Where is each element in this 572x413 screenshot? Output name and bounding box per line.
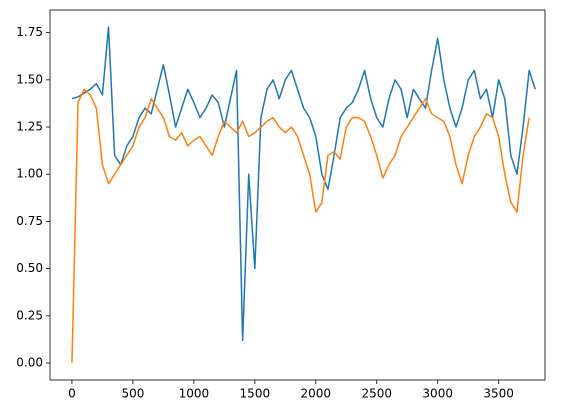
y-tick-label: 1.75 [16,25,43,39]
y-tick-label: 1.25 [16,120,43,134]
line [71,88,530,364]
x-tick-label: 3000 [422,387,453,401]
x-tick-label: 0 [68,387,76,401]
line [71,26,536,342]
y-tick-label: 0.25 [16,308,43,322]
x-tick-label: 2000 [301,387,332,401]
x-tick-label: 1000 [179,387,210,401]
y-tick-label: 1.00 [16,167,43,181]
y-tick-label: 1.50 [16,72,43,86]
x-tick-label: 500 [121,387,144,401]
plot-frame [49,9,546,381]
y-tick-label: 0.50 [16,261,43,275]
x-tick-label: 3500 [483,387,514,401]
x-tick-label: 2500 [361,387,392,401]
x-tick-label: 1500 [240,387,271,401]
y-tick-label: 0.00 [16,356,43,370]
y-tick-label: 0.75 [16,214,43,228]
